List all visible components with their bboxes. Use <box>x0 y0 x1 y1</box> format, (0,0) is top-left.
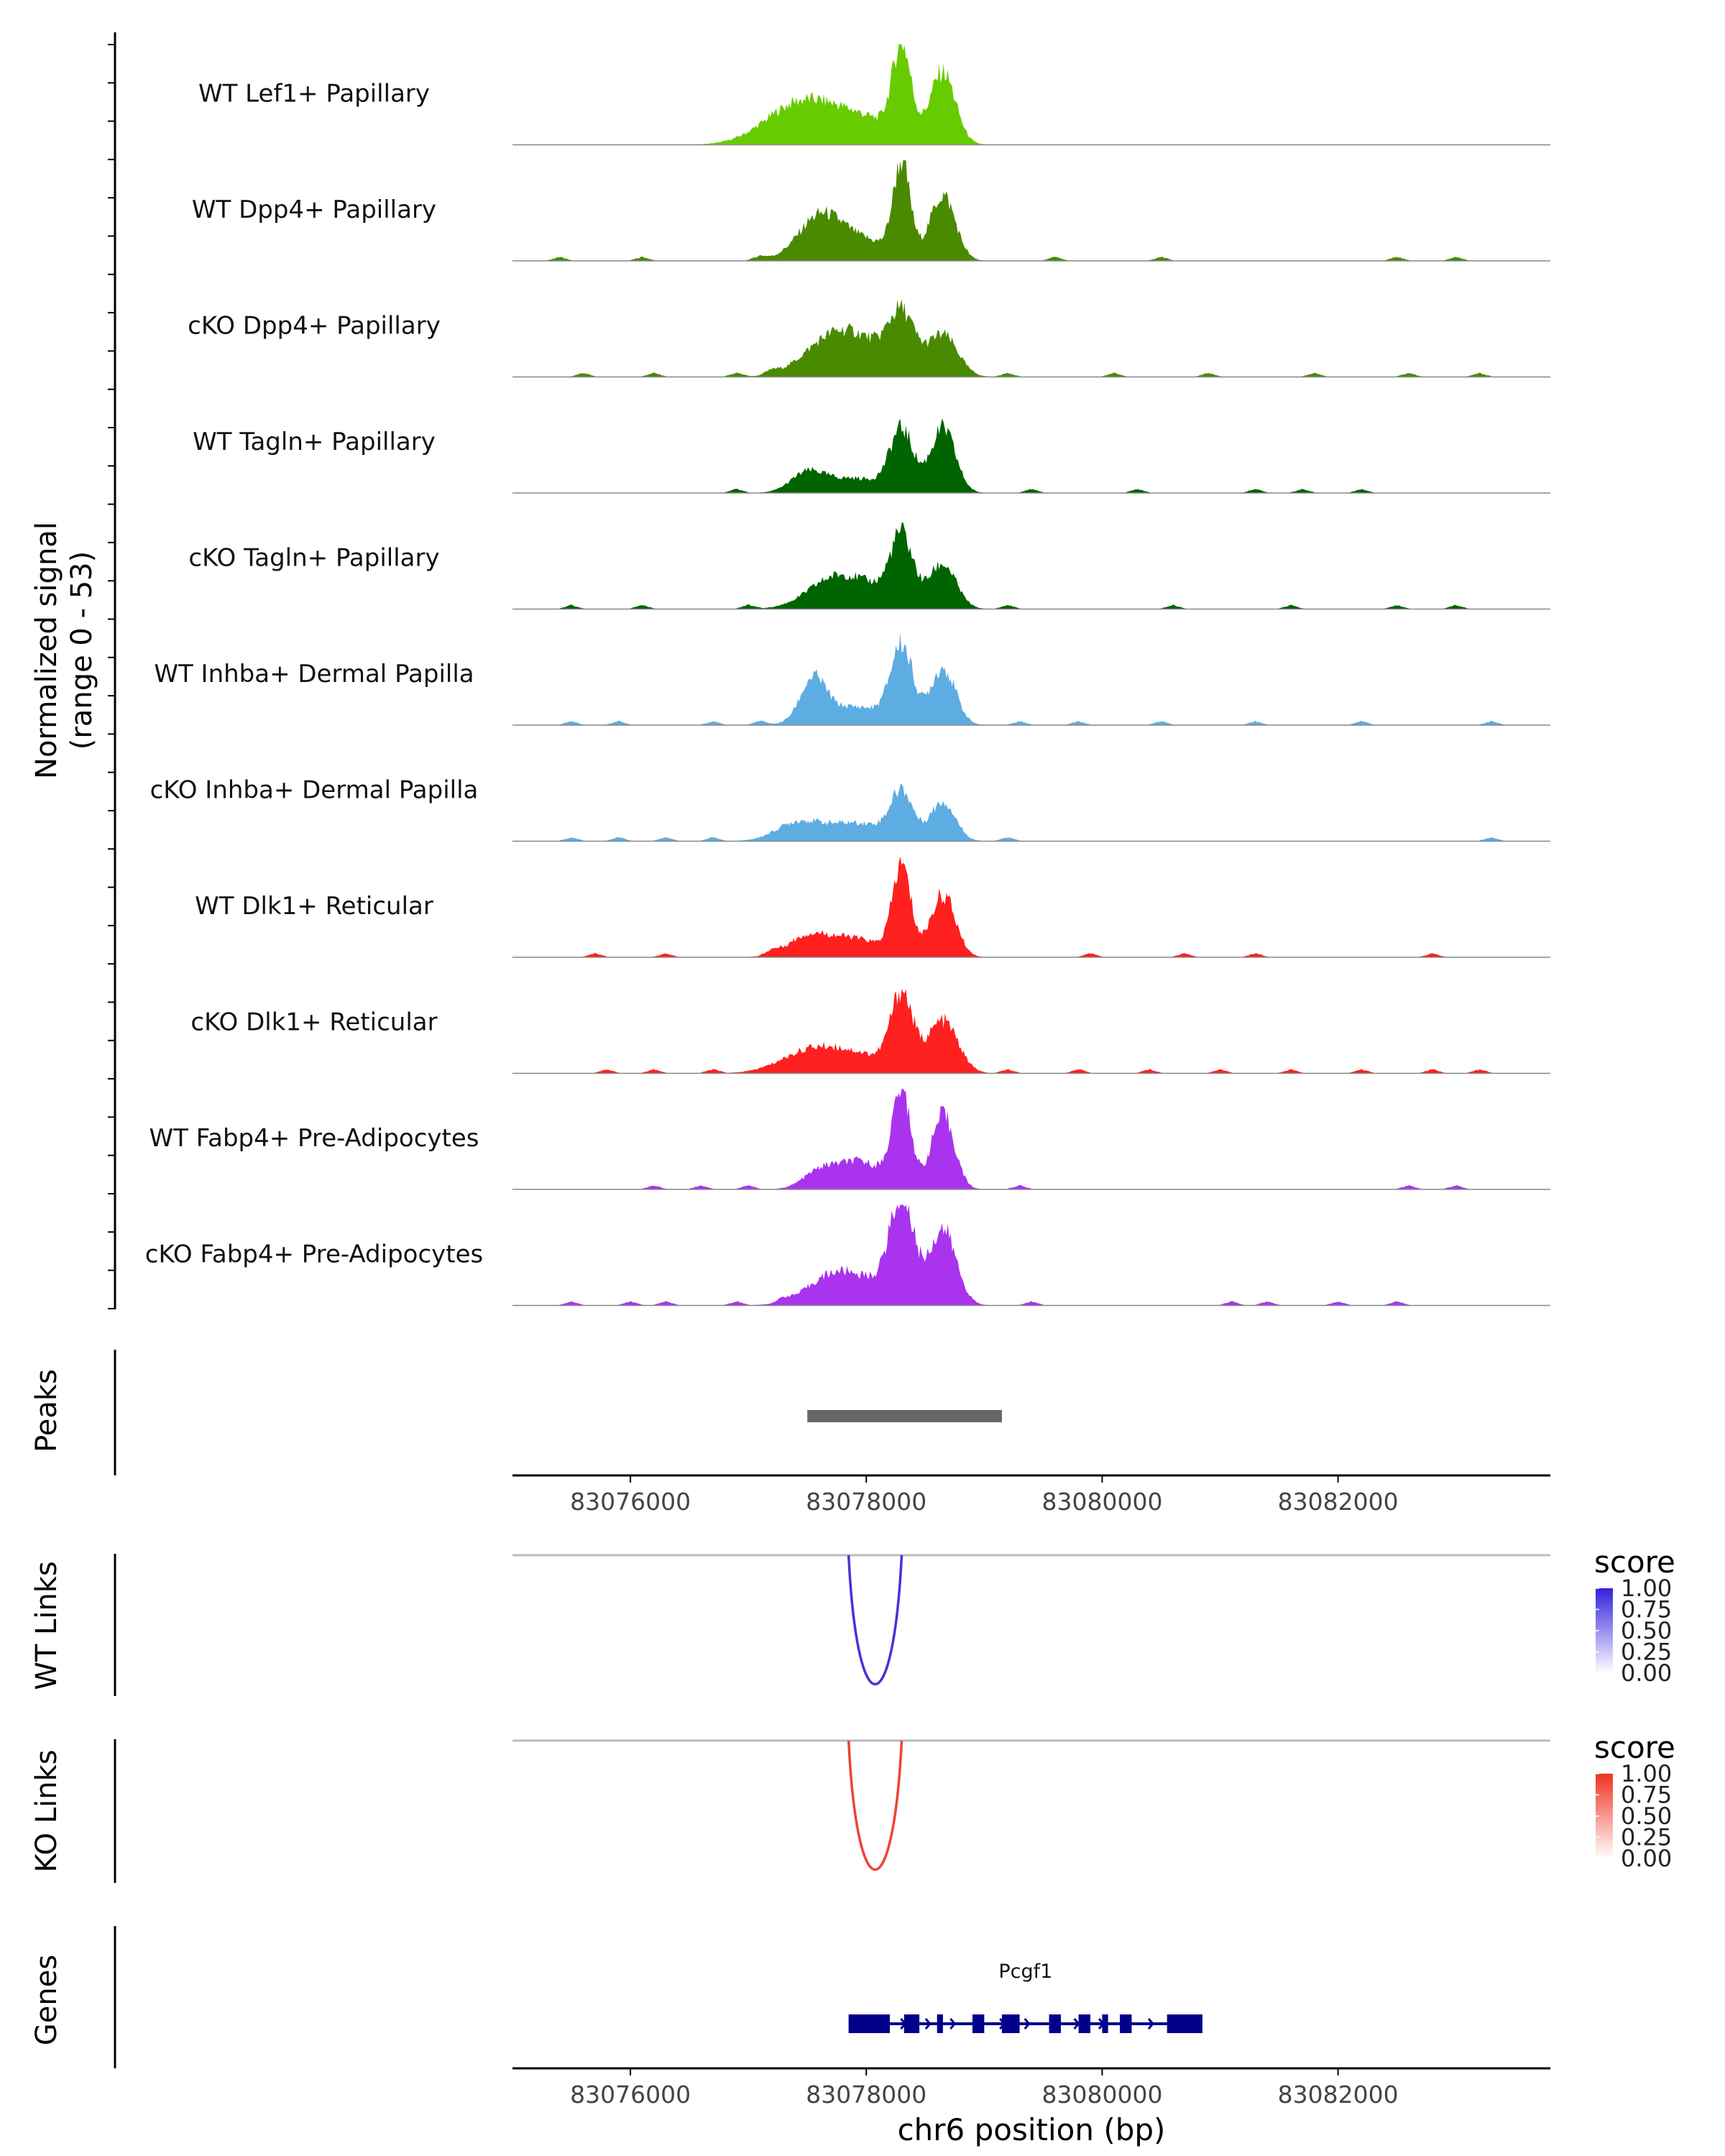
track-label-5: cKO Tagln+ Papillary <box>188 544 439 573</box>
coverage-ylabel-line1: Normalized signal <box>30 522 63 779</box>
track-label-10: WT Fabp4+ Pre-Adipocytes <box>150 1124 479 1153</box>
gene-strand-arrow <box>949 2018 957 2030</box>
wt-legend-tick-label: 0.75 <box>1621 1596 1672 1623</box>
x-axis-upper-tick-label: 83076000 <box>570 1488 691 1516</box>
ko-link-arc-1 <box>847 1740 903 1871</box>
gene-exon-2 <box>903 2014 920 2033</box>
x-axis-upper-tick-label: 83078000 <box>806 1488 926 1516</box>
wt-links-panel <box>512 1554 1550 1686</box>
ko-links-ylabel: KO Links <box>30 1750 63 1873</box>
x-axis-upper-tick-label: 83082000 <box>1278 1488 1399 1516</box>
x-axis-lower-tick-label: 83076000 <box>570 2081 691 2109</box>
x-axis-upper: 83076000 83078000 83080000 83082000 <box>512 1474 1550 1516</box>
wt-link-arc-1 <box>847 1554 903 1686</box>
track-label-1: WT Lef1+ Papillary <box>198 80 430 109</box>
x-axis-upper-tick-label: 83080000 <box>1041 1488 1162 1516</box>
genes-panel: Pcgf1 <box>848 1961 1202 2033</box>
x-axis-lower: 83076000 83078000 83080000 83082000 <box>512 2067 1550 2109</box>
ko-legend-tick-label: 0.25 <box>1621 1824 1672 1851</box>
coverage-area-track-1 <box>512 44 1550 145</box>
track-label-9: cKO Dlk1+ Reticular <box>190 1008 437 1037</box>
peaks-panel <box>807 1410 1002 1422</box>
ko-legend-tick-label: 0.50 <box>1621 1802 1672 1830</box>
wt-legend-tick-label: 0.50 <box>1621 1617 1672 1644</box>
track-label-3: cKO Dpp4+ Papillary <box>188 312 441 341</box>
track-label-7: cKO Inhba+ Dermal Papilla <box>150 776 479 805</box>
gene-exon-7 <box>1078 2014 1091 2033</box>
track-label-4: WT Tagln+ Papillary <box>193 428 436 456</box>
gene-strand-arrow <box>924 2018 932 2030</box>
gene-exon-6 <box>1049 2014 1062 2033</box>
gene-exon-9 <box>1120 2014 1132 2033</box>
gene-exon-10 <box>1167 2014 1202 2033</box>
track-label-2: WT Dpp4+ Papillary <box>192 195 436 224</box>
ko-legend-title: score <box>1594 1730 1675 1765</box>
wt-legend-tick-label: 1.00 <box>1621 1575 1672 1602</box>
gene-strand-arrow <box>1147 2018 1154 2030</box>
ko-legend-tick-label: 0.75 <box>1621 1782 1672 1809</box>
wt-legend-tick-label: 0.25 <box>1621 1639 1672 1666</box>
gene-strand-arrow <box>1024 2018 1031 2030</box>
coverage-ylabel-line2: (range 0 - 53) <box>65 551 98 750</box>
x-axis-lower-tick-label: 83082000 <box>1278 2081 1399 2109</box>
wt-links-ylabel: WT Links <box>30 1561 63 1690</box>
ko-links-panel <box>512 1739 1550 1871</box>
track-label-6: WT Inhba+ Dermal Papilla <box>154 660 474 688</box>
peak-region-1 <box>807 1410 1002 1422</box>
wt-legend-title: score <box>1594 1544 1675 1580</box>
peaks-ylabel: Peaks <box>30 1369 63 1452</box>
gene-exon-1 <box>848 2014 891 2033</box>
coverage-tracks: WT Lef1+ Papillary WT Dpp4+ Papillary cKO … <box>108 32 1550 1309</box>
gene-exon-4 <box>972 2014 985 2033</box>
ko-legend-tick-label: 0.00 <box>1621 1845 1672 1872</box>
ko-legend-tick-label: 1.00 <box>1621 1760 1672 1787</box>
wt-legend-tick-label: 0.00 <box>1621 1659 1672 1687</box>
gene-exon-3 <box>937 2014 943 2033</box>
gene-name-label: Pcgf1 <box>998 1961 1052 1983</box>
genes-ylabel: Genes <box>30 1955 63 2045</box>
track-label-11: cKO Fabp4+ Pre-Adipocytes <box>145 1240 484 1269</box>
x-axis-lower-tick-label: 83080000 <box>1041 2081 1162 2109</box>
x-axis-title: chr6 position (bp) <box>898 2112 1166 2147</box>
gene-exon-5 <box>1001 2014 1020 2033</box>
gene-exon-8 <box>1102 2014 1108 2033</box>
track-label-8: WT Dlk1+ Reticular <box>195 892 433 921</box>
x-axis-lower-tick-label: 83078000 <box>806 2081 926 2109</box>
